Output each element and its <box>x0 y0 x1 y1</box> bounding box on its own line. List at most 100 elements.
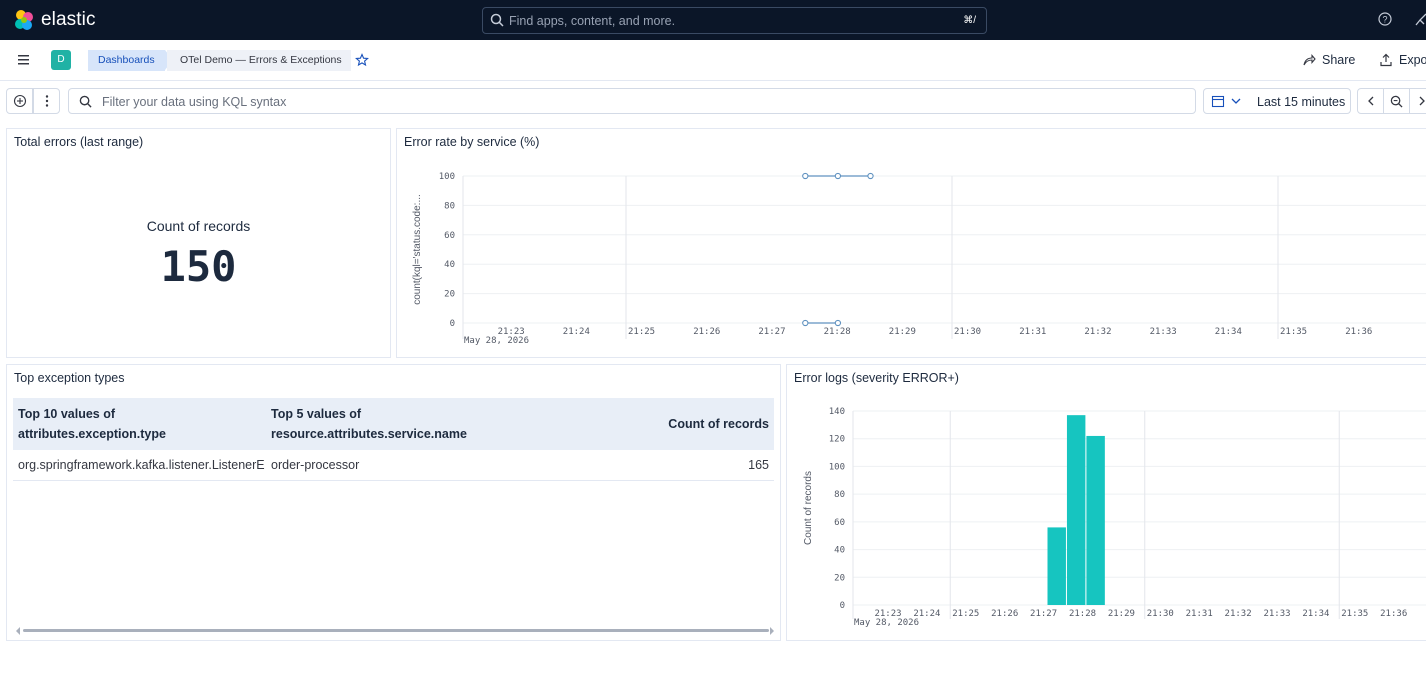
x-tick-label: 21:32 <box>1225 609 1252 619</box>
horizontal-scrollbar[interactable] <box>23 629 769 632</box>
time-range-label: Last 15 minutes <box>1257 95 1346 109</box>
x-tick-label: 21:34 <box>1302 609 1329 619</box>
cell-count: 165 <box>528 450 774 481</box>
column-header-count[interactable]: Count of records <box>528 398 774 450</box>
more-vertical-icon <box>45 95 49 107</box>
y-tick-label: 0 <box>450 319 455 329</box>
y-tick-label: 120 <box>829 435 845 445</box>
y-tick-label: 140 <box>829 407 845 417</box>
top-header: elastic Find apps, content, and more. ⌘/… <box>0 0 1426 40</box>
data-point <box>834 319 842 327</box>
x-tick-label: 21:29 <box>1108 609 1135 619</box>
x-tick-label: 21:28 <box>824 327 851 337</box>
y-tick-label: 20 <box>834 573 845 583</box>
query-menu-button[interactable] <box>33 88 60 114</box>
metric-value: 150 <box>160 242 237 291</box>
y-tick-label: 100 <box>439 172 455 182</box>
calendar-icon <box>1211 95 1225 108</box>
elastic-logo[interactable]: elastic <box>13 9 96 31</box>
x-tick-label: 21:30 <box>954 327 981 337</box>
column-header-exception-type[interactable]: Top 10 values of attributes.exception.ty… <box>13 398 266 450</box>
hamburger-menu-icon[interactable] <box>17 54 31 66</box>
chevron-left-icon <box>1368 96 1374 106</box>
share-label: Share <box>1322 53 1356 67</box>
error-rate-line-chart: 100 80 60 40 20 0 21:23 21:24 21:25 21:26 21:27 21:… <box>412 172 1426 346</box>
x-tick-label: 21:24 <box>563 327 590 337</box>
kql-search-input[interactable]: Filter your data using KQL syntax <box>68 88 1196 114</box>
kql-placeholder: Filter your data using KQL syntax <box>102 95 287 109</box>
app-bar: D Dashboards OTel Demo — Errors & Except… <box>0 40 1426 81</box>
favorite-star-icon[interactable] <box>355 53 369 67</box>
breadcrumb-dashboards[interactable]: Dashboards <box>88 50 173 71</box>
date-label: May 28, 2026 <box>464 336 529 346</box>
y-tick-label: 80 <box>444 201 455 211</box>
panel-total-errors[interactable]: Total errors (last range) Count of recor… <box>6 128 391 358</box>
search-icon <box>490 13 504 27</box>
breadcrumb-current-dashboard: OTel Demo — Errors & Exceptions <box>167 50 351 71</box>
error-logs-bar-chart: 140 120 100 80 60 40 20 0 21:23 21:24 21:25 21:26 21… <box>803 407 1426 628</box>
panel-title: Error logs (severity ERROR+) <box>794 371 959 385</box>
x-tick-label: 21:35 <box>1280 327 1307 337</box>
y-axis-label: count(kql='status.code:... <box>412 194 423 305</box>
panel-top-exceptions[interactable]: Top exception types Top 10 values of att… <box>6 364 781 641</box>
newsfeed-icon[interactable] <box>1414 12 1426 26</box>
data-point <box>867 172 874 180</box>
x-tick-label: 21:26 <box>693 327 720 337</box>
x-tick-label: 21:25 <box>952 609 979 619</box>
svg-text:?: ? <box>1382 15 1387 25</box>
export-button[interactable]: Export <box>1379 53 1426 67</box>
x-tick-label: 21:27 <box>1030 609 1057 619</box>
y-tick-label: 40 <box>834 546 845 556</box>
logo-text: elastic <box>41 9 96 30</box>
y-tick-label: 0 <box>840 601 845 611</box>
x-tick-label: 21:31 <box>1186 609 1213 619</box>
x-tick-label: 21:23 <box>498 327 525 337</box>
y-tick-label: 60 <box>444 231 455 241</box>
x-tick-label: 21:26 <box>991 609 1018 619</box>
y-tick-label: 80 <box>834 490 845 500</box>
export-label: Export <box>1399 53 1426 67</box>
data-point <box>802 172 809 180</box>
x-tick-label: 21:27 <box>758 327 785 337</box>
x-tick-label: 21:28 <box>1069 609 1096 619</box>
x-tick-label: 21:33 <box>1263 609 1290 619</box>
panel-error-rate[interactable]: Error rate by service (%) 100 80 60 40 20 0 21… <box>396 128 1426 358</box>
x-tick-label: 21:32 <box>1084 327 1111 337</box>
scroll-left-icon[interactable] <box>15 627 21 635</box>
y-tick-label: 40 <box>444 260 455 270</box>
time-picker[interactable]: Last 15 minutes <box>1203 88 1351 114</box>
data-point <box>802 319 809 327</box>
previous-time-button[interactable] <box>1357 88 1384 114</box>
scroll-right-icon[interactable] <box>769 627 775 635</box>
date-label: May 28, 2026 <box>854 618 919 628</box>
chevron-right-icon <box>1419 96 1425 106</box>
elastic-logo-icon <box>15 10 33 30</box>
search-placeholder: Find apps, content, and more. <box>509 14 676 28</box>
panel-error-logs[interactable]: Error logs (severity ERROR+) 140 120 100 80… <box>786 364 1426 641</box>
global-search[interactable]: Find apps, content, and more. ⌘/ <box>482 7 987 34</box>
export-icon <box>1380 53 1392 67</box>
x-tick-label: 21:30 <box>1147 609 1174 619</box>
x-tick-label: 21:31 <box>1019 327 1046 337</box>
panel-title: Error rate by service (%) <box>404 135 540 149</box>
exceptions-table: Top 10 values of attributes.exception.ty… <box>13 398 774 481</box>
search-shortcut: ⌘/ <box>963 15 976 26</box>
column-header-service-name[interactable]: Top 5 values of resource.attributes.serv… <box>266 398 528 450</box>
zoom-out-button[interactable] <box>1383 88 1410 114</box>
x-tick-label: 21:35 <box>1341 609 1368 619</box>
zoom-out-icon <box>1390 95 1403 108</box>
space-avatar[interactable]: D <box>51 50 71 70</box>
help-icon[interactable]: ? <box>1378 12 1392 26</box>
chevron-down-icon <box>1231 98 1241 104</box>
share-button[interactable]: Share <box>1302 53 1355 67</box>
share-icon <box>1303 54 1316 66</box>
cell-exception-type: org.springframework.kafka.listener.Liste… <box>13 450 266 481</box>
next-time-button[interactable] <box>1409 88 1426 114</box>
bar <box>1066 415 1086 605</box>
bar <box>1047 527 1066 605</box>
x-tick-label: 21:36 <box>1345 327 1372 337</box>
x-tick-label: 21:36 <box>1380 609 1407 619</box>
y-tick-label: 20 <box>444 290 455 300</box>
bar <box>1086 435 1105 605</box>
add-filter-button[interactable] <box>6 88 33 114</box>
